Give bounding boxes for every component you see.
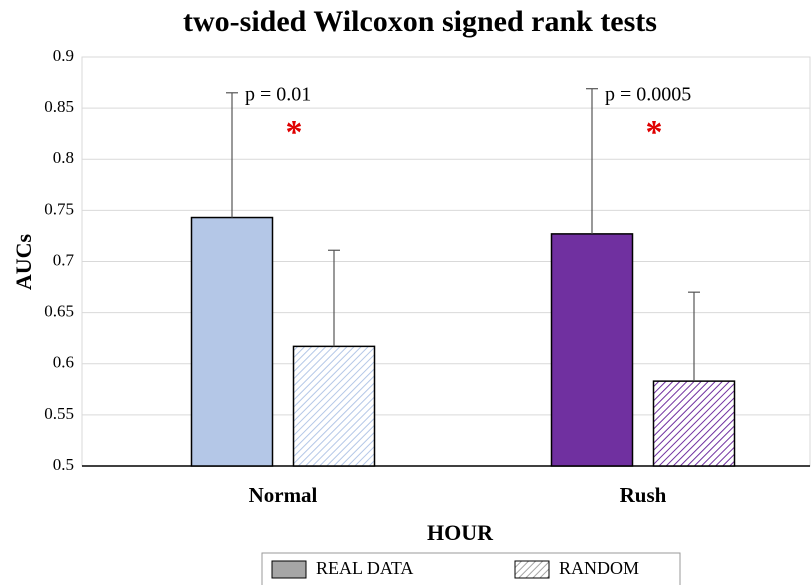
x-tick-label: Normal (249, 483, 318, 507)
legend-swatch (514, 560, 550, 579)
y-tick-label: 0.7 (53, 250, 75, 269)
x-axis-label: HOUR (427, 520, 494, 545)
y-tick-label: 0.75 (44, 199, 74, 218)
y-tick-label: 0.55 (44, 404, 74, 423)
bar (550, 233, 634, 467)
legend-label: REAL DATA (316, 558, 413, 578)
x-tick-label: Rush (620, 483, 667, 507)
p-value-annotation: p = 0.0005 (605, 84, 691, 106)
significance-marker: * (286, 114, 303, 151)
bar (292, 345, 376, 467)
y-axis-label: AUCs (11, 233, 36, 290)
chart-title: two-sided Wilcoxon signed rank tests (183, 5, 657, 38)
y-tick-label: 0.85 (44, 97, 74, 116)
bar (190, 216, 274, 467)
bar (652, 380, 736, 467)
significance-marker: * (646, 114, 663, 151)
legend (261, 552, 681, 585)
y-tick-label: 0.6 (53, 353, 74, 372)
y-tick-label: 0.5 (53, 455, 74, 474)
y-tick-label: 0.8 (53, 148, 74, 167)
legend-label: RANDOM (559, 558, 639, 578)
p-value-annotation: p = 0.01 (245, 84, 311, 106)
legend-swatch (271, 560, 307, 579)
y-tick-label: 0.65 (44, 302, 74, 321)
y-tick-label: 0.9 (53, 46, 74, 65)
